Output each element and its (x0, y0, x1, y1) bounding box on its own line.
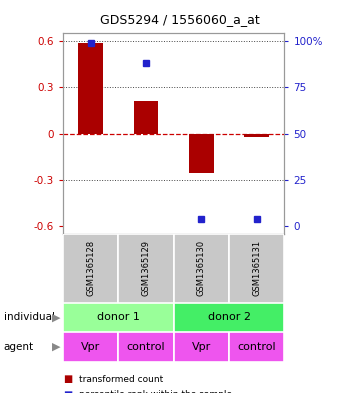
Text: donor 1: donor 1 (97, 312, 140, 322)
Bar (118, 332, 174, 362)
Text: GSM1365131: GSM1365131 (252, 240, 261, 296)
Bar (189, 134, 214, 173)
Text: donor 2: donor 2 (208, 312, 251, 322)
Bar (229, 332, 284, 362)
Text: ▶: ▶ (51, 312, 60, 322)
Bar (244, 134, 269, 137)
Text: control: control (237, 342, 276, 352)
Text: GSM1365128: GSM1365128 (86, 240, 95, 296)
Bar (174, 332, 229, 362)
Text: GSM1365130: GSM1365130 (197, 240, 206, 296)
Bar (78, 44, 103, 134)
Text: ■: ■ (63, 390, 72, 393)
Bar (118, 234, 174, 303)
Text: control: control (127, 342, 165, 352)
Text: Vpr: Vpr (81, 342, 100, 352)
Text: individual: individual (4, 312, 55, 322)
Bar (63, 332, 118, 362)
Text: ▶: ▶ (51, 342, 60, 352)
Text: Vpr: Vpr (192, 342, 211, 352)
Bar (63, 234, 118, 303)
Bar (134, 101, 158, 134)
Bar (229, 234, 284, 303)
Bar (174, 234, 229, 303)
Bar (63, 303, 174, 332)
Text: agent: agent (4, 342, 34, 352)
Text: GDS5294 / 1556060_a_at: GDS5294 / 1556060_a_at (100, 13, 260, 26)
Text: ■: ■ (63, 374, 72, 384)
Text: GSM1365129: GSM1365129 (141, 240, 150, 296)
Bar (174, 303, 284, 332)
Text: percentile rank within the sample: percentile rank within the sample (79, 391, 232, 393)
Text: transformed count: transformed count (79, 375, 163, 384)
